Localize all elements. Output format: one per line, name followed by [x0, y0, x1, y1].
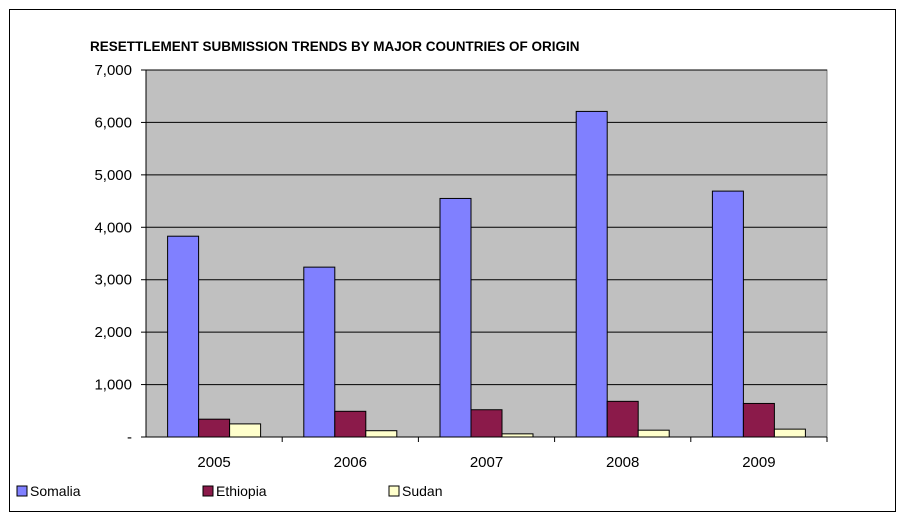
bar-ethiopia: [198, 418, 231, 438]
x-tick-label: 2005: [197, 454, 230, 471]
bar-ethiopia: [470, 409, 503, 438]
bar-sudan: [365, 430, 398, 438]
legend-swatch-ethiopia: [202, 485, 214, 497]
y-tick-label: 6,000: [94, 114, 132, 131]
bar-ethiopia: [742, 402, 775, 438]
y-tick-label: 2,000: [94, 324, 132, 341]
bar-sudan: [637, 429, 670, 438]
legend-swatch-somalia: [16, 485, 28, 497]
chart-title: RESETTLEMENT SUBMISSION TRENDS BY MAJOR …: [90, 39, 580, 54]
bar-somalia: [167, 235, 200, 438]
legend-label-sudan: Sudan: [402, 483, 442, 499]
bar-somalia: [303, 266, 336, 438]
x-tick-label: 2007: [470, 454, 503, 471]
bar-sudan: [773, 428, 806, 438]
plot-area: - 1,000 2,000 3,000 4,000 5,000 6,000 7,000 2005…: [94, 62, 828, 471]
y-tick-label: 5,000: [94, 167, 132, 184]
bar-somalia: [711, 190, 744, 438]
y-tick-label: 4,000: [94, 219, 132, 236]
legend: Somalia Ethiopia Sudan: [16, 483, 442, 499]
legend-label-ethiopia: Ethiopia: [216, 483, 267, 499]
x-tick-label: 2006: [334, 454, 367, 471]
bar-somalia: [439, 197, 472, 438]
legend-label-somalia: Somalia: [30, 483, 81, 499]
bar-sudan: [501, 433, 534, 438]
bar-somalia: [575, 110, 608, 438]
bar-ethiopia: [606, 400, 639, 438]
y-tick-label: 3,000: [94, 272, 132, 289]
x-tick-label: 2008: [606, 454, 639, 471]
y-tick-label: -: [127, 429, 132, 446]
bar-sudan: [229, 423, 262, 438]
x-tick-label: 2009: [742, 454, 775, 471]
legend-swatch-sudan: [388, 485, 400, 497]
bar-ethiopia: [334, 410, 367, 438]
y-tick-label: 1,000: [94, 377, 132, 394]
y-tick-label: 7,000: [94, 62, 132, 79]
